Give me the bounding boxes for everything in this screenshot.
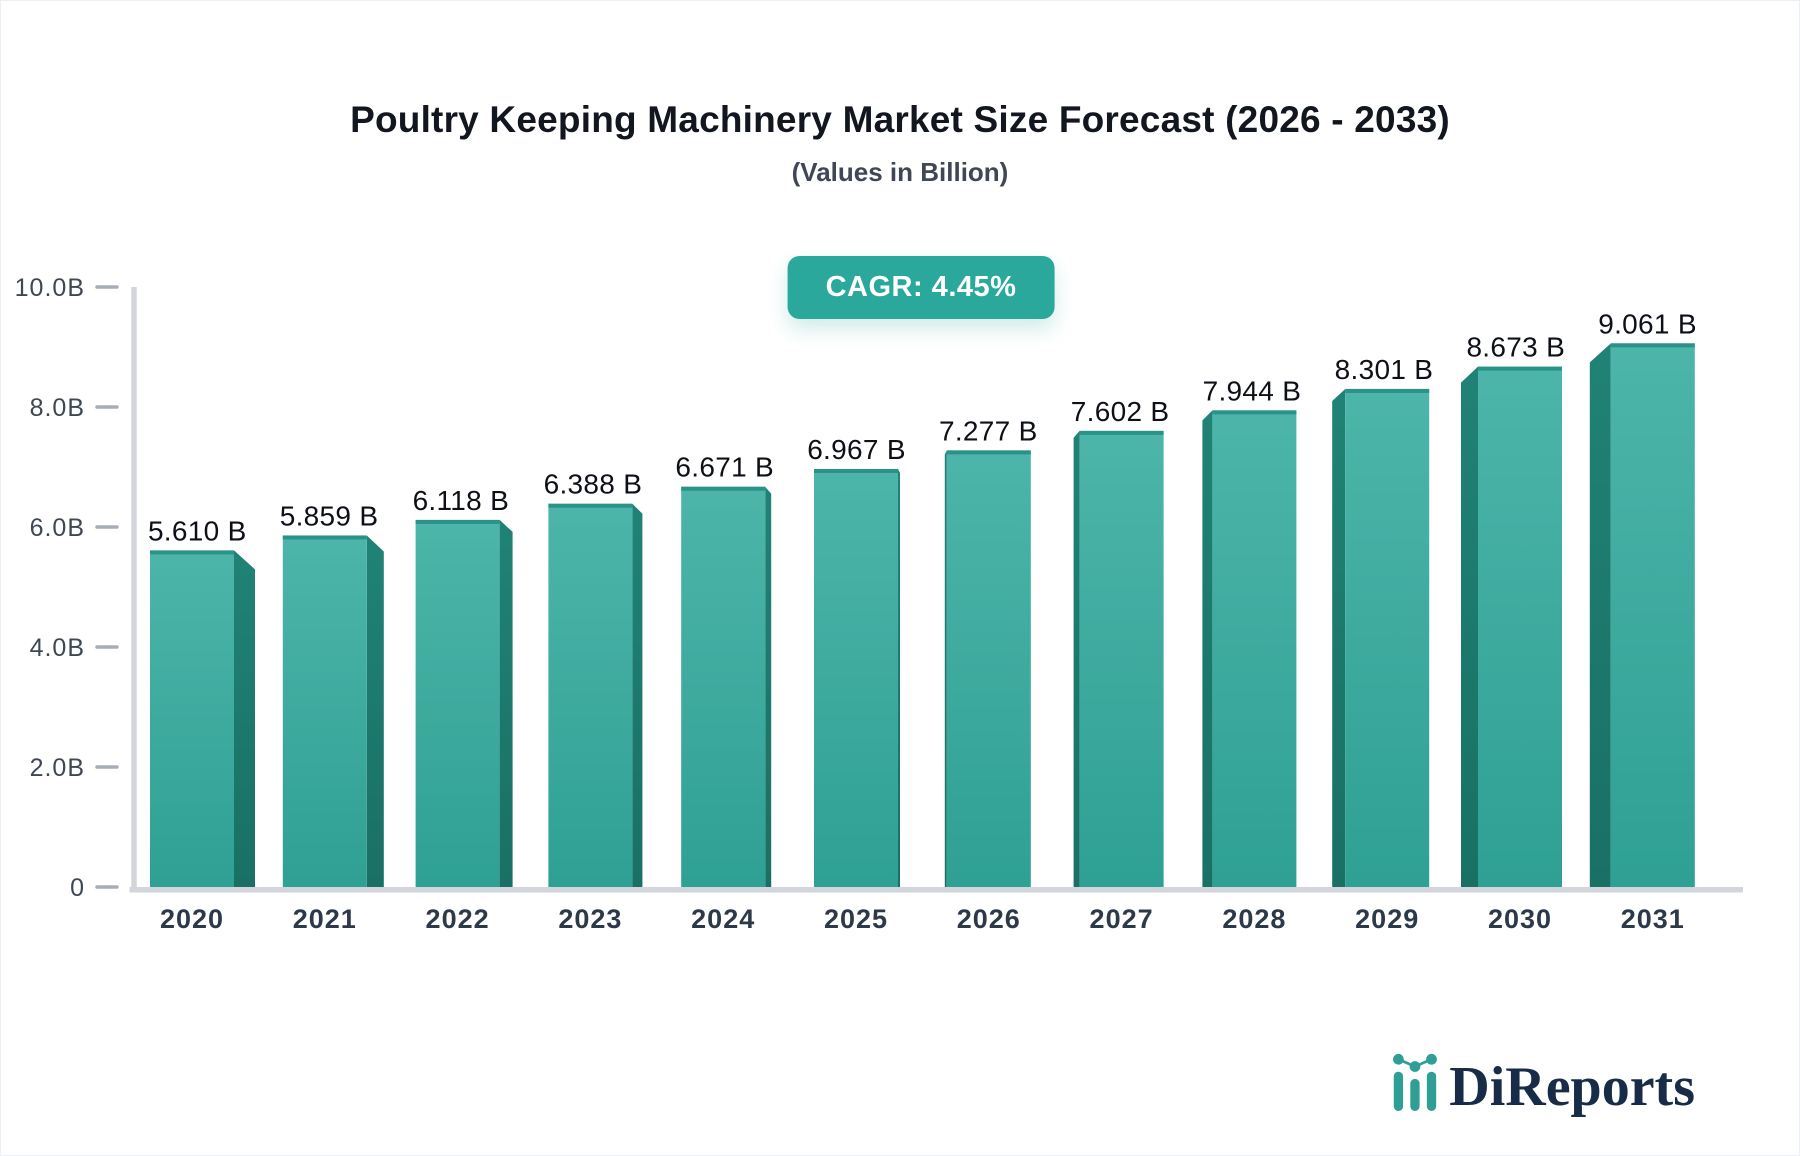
bar-front [282, 535, 367, 887]
bar-side [1589, 343, 1611, 888]
bar-top-lip [548, 503, 633, 508]
bar-front [1478, 366, 1562, 887]
bar-top-lip [150, 550, 234, 555]
bar-front [946, 450, 1031, 887]
bar-value-label: 6.967 B [807, 434, 906, 465]
bar-side [499, 519, 513, 887]
bar-side [898, 468, 900, 887]
bar-front [1079, 430, 1164, 887]
bar-value-label: 7.944 B [1203, 375, 1302, 406]
x-axis-label: 2026 [957, 904, 1021, 934]
bar-side [1461, 366, 1478, 887]
brand-logo: DiReports [1392, 1051, 1695, 1119]
x-axis-label: 2031 [1621, 904, 1685, 934]
bar-top-lip [1610, 343, 1695, 348]
bar-side [1332, 388, 1346, 887]
x-axis-label: 2028 [1222, 904, 1286, 934]
y-axis-label: 6.0B [30, 514, 85, 542]
bar-value-label: 8.673 B [1466, 332, 1565, 363]
bar-side [944, 450, 947, 887]
bar-value-label: 9.061 B [1598, 308, 1697, 339]
bar-front [681, 486, 766, 887]
bar-side [1073, 430, 1080, 887]
x-axis-label: 2024 [691, 904, 755, 934]
bar-side [765, 486, 772, 887]
bar-front [1212, 410, 1297, 887]
bar-front [548, 503, 633, 887]
bar-value-label: 6.118 B [413, 485, 510, 516]
bar-top-lip [415, 519, 500, 524]
bar-side [366, 535, 384, 887]
bar-front [150, 550, 234, 887]
y-axis-label: 2.0B [30, 754, 85, 782]
bar-top-lip [282, 535, 367, 540]
bar-side [632, 503, 643, 887]
bar-top-lip [1478, 366, 1562, 371]
bar-top-lip [946, 450, 1031, 455]
bar-top-lip [681, 486, 766, 491]
x-axis-label: 2025 [824, 904, 888, 934]
bar-side [234, 550, 255, 887]
bar-top-lip [1079, 430, 1164, 435]
bar-top-lip [814, 468, 898, 473]
bar-front [415, 519, 500, 887]
bar-side [1202, 410, 1213, 887]
y-axis-label: 0 [70, 874, 85, 902]
x-axis-label: 2027 [1090, 904, 1154, 934]
x-axis-label: 2030 [1488, 904, 1552, 934]
bar-value-label: 6.671 B [675, 452, 774, 483]
bar-front [814, 468, 898, 887]
bar-value-label: 5.610 B [148, 515, 247, 546]
bar-value-label: 8.301 B [1335, 354, 1434, 385]
bar-value-label: 7.277 B [939, 415, 1038, 446]
bar-top-lip [1212, 410, 1297, 415]
x-axis-label: 2020 [160, 904, 224, 934]
x-axis-label: 2029 [1355, 904, 1419, 934]
bar-value-label: 6.388 B [544, 469, 643, 500]
chart-title: Poultry Keeping Machinery Market Size Fo… [350, 99, 1450, 140]
x-axis-label: 2022 [426, 904, 490, 934]
chart-subtitle: (Values in Billion) [791, 157, 1009, 187]
bar-front [1610, 343, 1695, 888]
bar-value-label: 5.859 B [280, 500, 379, 531]
cagr-badge: CAGR: 4.45% [787, 256, 1055, 319]
y-axis-label: 4.0B [30, 634, 85, 662]
x-axis-label: 2023 [558, 904, 622, 934]
bar-value-label: 7.602 B [1071, 396, 1170, 427]
y-axis-label: 10.0B [15, 274, 85, 302]
x-axis-label: 2021 [293, 904, 357, 934]
bar-front [1345, 388, 1430, 887]
cagr-badge-label: CAGR: 4.45% [825, 271, 1017, 303]
mini-bar-line-chart-icon [1393, 1053, 1438, 1111]
bar-top-lip [1345, 388, 1430, 393]
brand-logo-text: DiReports [1449, 1056, 1695, 1119]
y-axis-label: 8.0B [30, 394, 85, 422]
